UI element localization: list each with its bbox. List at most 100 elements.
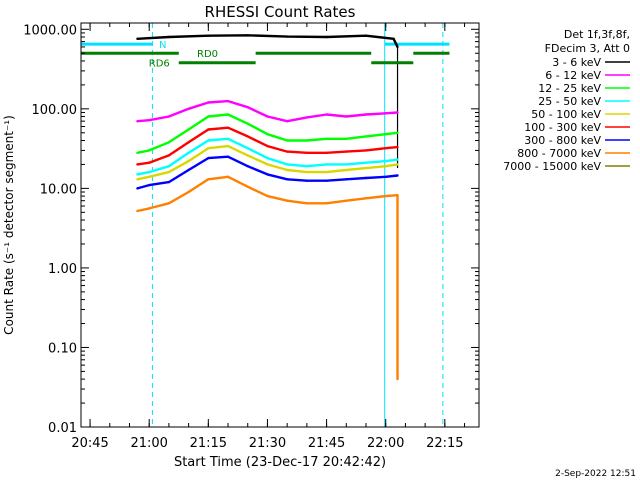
legend-label: 25 - 50 keV (538, 95, 601, 108)
rd0-bar-label: RD0 (197, 49, 218, 60)
data-point (207, 128, 210, 131)
x-tick-label: 21:45 (308, 436, 345, 451)
legend-label: 3 - 6 keV (552, 56, 601, 69)
data-point (226, 113, 230, 116)
series-3 (136, 137, 399, 176)
data-point (364, 34, 368, 37)
data-point (167, 115, 171, 118)
data-point (167, 170, 171, 174)
data-point (286, 199, 289, 202)
data-point (167, 202, 171, 205)
data-point (286, 120, 289, 123)
data-point (226, 155, 230, 158)
data-point (148, 175, 151, 178)
data-point (266, 194, 269, 198)
data-point (384, 194, 387, 198)
data-point (396, 145, 399, 149)
data-point (148, 149, 151, 152)
data-point (226, 175, 230, 178)
data-point (207, 101, 210, 104)
data-point (325, 137, 328, 140)
y-tick-label: 0.10 (48, 341, 77, 356)
data-point (345, 199, 348, 202)
data-point (286, 163, 289, 166)
data-point (226, 126, 230, 129)
legend-header: FDecim 3, Att 0 (545, 42, 630, 55)
data-point (136, 173, 139, 176)
data-point (384, 159, 387, 163)
annotation-layer: N RD0 RD6 (80, 23, 450, 427)
data-point (396, 174, 399, 177)
data-point (384, 147, 387, 150)
y-tick-label: 1.00 (48, 262, 77, 277)
data-point (396, 158, 399, 161)
data-point (325, 151, 328, 154)
data-point (364, 161, 368, 164)
data-point (396, 377, 399, 381)
legend-label: 50 - 100 keV (531, 108, 601, 121)
data-point (207, 34, 210, 37)
data-point (266, 156, 269, 160)
legend-label: 12 - 25 keV (538, 82, 601, 95)
data-point (136, 37, 139, 40)
data-point (345, 150, 348, 153)
legend-header: Det 1f,3f,8f, (564, 28, 630, 41)
data-point (207, 178, 210, 181)
data-point (305, 179, 309, 182)
data-point (136, 151, 139, 154)
data-point (286, 178, 289, 181)
data-point (286, 168, 289, 172)
data-point (136, 120, 139, 123)
data-point (392, 37, 395, 40)
data-point (207, 115, 210, 118)
data-point (396, 111, 399, 114)
data-point (226, 99, 230, 103)
y-axis-label: Count Rate (s⁻¹ detector segment⁻¹) (2, 115, 16, 335)
data-point (325, 170, 328, 174)
data-point (148, 183, 151, 187)
data-point (187, 168, 190, 172)
data-point (286, 139, 289, 142)
data-point (148, 119, 151, 122)
data-point (345, 137, 348, 140)
x-axis-label: Start Time (23-Dec-17 20:42:42) (174, 455, 386, 470)
data-point (246, 135, 249, 138)
data-point (364, 135, 368, 138)
legend-label: 6 - 12 keV (545, 69, 601, 82)
series-0 (136, 34, 399, 49)
data-point (396, 194, 399, 197)
data-point (167, 165, 171, 168)
data-point (246, 122, 249, 125)
data-point (266, 133, 269, 136)
x-tick-label: 22:15 (426, 436, 463, 451)
data-point (187, 159, 190, 163)
series-7 (136, 175, 399, 381)
legend-label: 7000 - 15000 keV (503, 160, 601, 173)
data-point (325, 179, 328, 182)
data-point (305, 202, 309, 205)
data-point (207, 147, 210, 150)
plot-frame (80, 22, 480, 428)
data-point (345, 168, 348, 172)
data-point (345, 115, 348, 118)
data-point (305, 151, 309, 154)
y-tick-label: 10.00 (40, 182, 77, 197)
x-tick-label: 22:00 (367, 436, 404, 451)
data-point (167, 35, 171, 39)
series-2 (136, 113, 399, 154)
series-layer (136, 34, 399, 381)
data-point (148, 161, 151, 164)
data-point (266, 163, 269, 166)
axes-layer: 0.01 0.10 1.00 10.00 100.00 1000.00 20:45 21:00… (23, 23, 479, 451)
data-point (325, 35, 328, 39)
data-point (136, 163, 139, 166)
data-point (384, 175, 387, 178)
x-tick-label: 20:45 (71, 436, 108, 451)
data-point (226, 144, 230, 148)
x-tick-label: 21:00 (130, 436, 167, 451)
x-tick-label: 21:15 (190, 436, 227, 451)
legend-label: 300 - 800 keV (524, 134, 601, 147)
data-point (246, 106, 249, 109)
